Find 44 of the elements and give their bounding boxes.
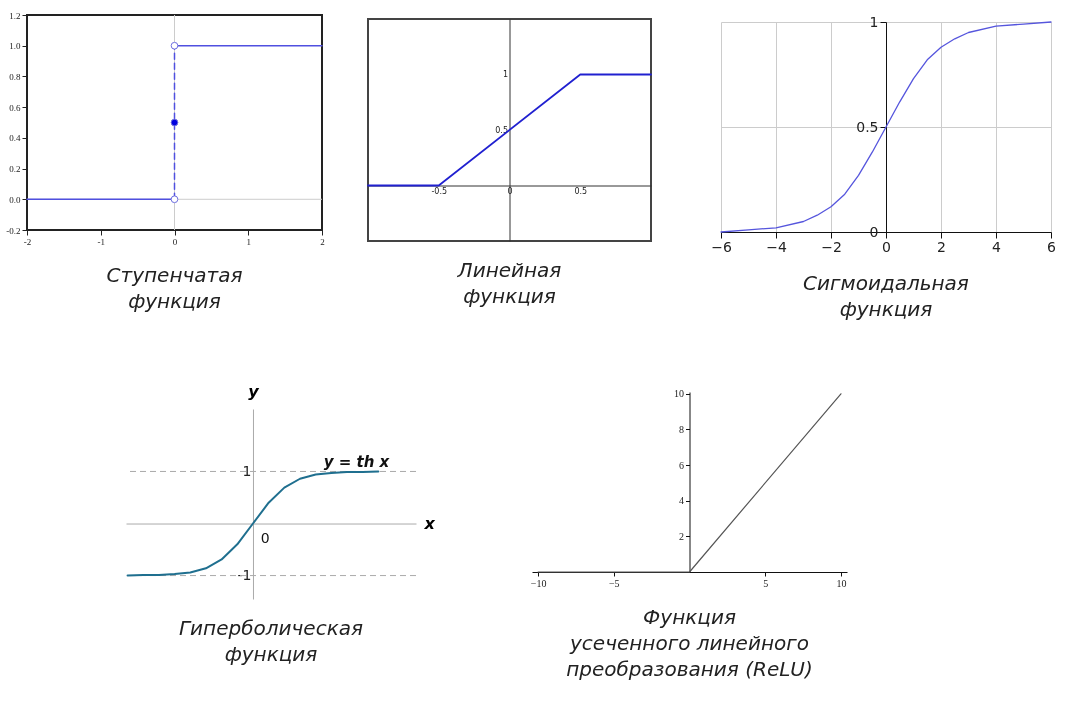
text: Гиперболическая функция <box>178 616 364 666</box>
x-tick-label: -2 <box>23 236 32 247</box>
text: Функция усеченного линейного преобразования (ReLU) <box>566 605 813 681</box>
x-tick-label: 6 <box>1047 238 1057 255</box>
x-tick-label: -1 <box>97 236 105 247</box>
y-tick-label: -0.2 <box>6 225 21 236</box>
text: Ступенчатая функция <box>106 263 243 313</box>
text: Сигмоидальная функция <box>803 271 969 321</box>
y-tick-label: 0.5 <box>856 118 879 135</box>
y-tick-label: 0.6 <box>9 102 21 113</box>
x-tick-label: 0 <box>882 238 891 255</box>
x-tick-label: 0.5 <box>574 187 588 196</box>
y-axis-title: y <box>248 381 260 401</box>
x-tick-label: 2 <box>320 236 325 247</box>
y-tick-label: 1.0 <box>9 41 21 52</box>
annotation: y = th x <box>323 453 391 472</box>
x-tick-label: 2 <box>937 238 946 255</box>
x-tick-label: 10 <box>836 577 847 589</box>
x-tick-label: −5 <box>608 577 620 589</box>
x-tick-label: −10 <box>530 577 547 589</box>
x-tick-label: −6 <box>711 238 732 255</box>
y-tick-label: 0.0 <box>9 194 21 205</box>
y-tick-label: 1.2 <box>9 10 21 21</box>
x-tick-label: −4 <box>766 238 787 255</box>
x-tick-label: -0.5 <box>431 187 448 196</box>
y-tick-label: 10 <box>674 388 684 400</box>
y-tick-label: 1 <box>869 13 879 30</box>
y-tick-label: 8 <box>679 423 684 435</box>
y-tick-label: 2 <box>679 530 684 542</box>
y-tick-label: 4 <box>679 495 684 507</box>
text: Линейная функция <box>456 258 562 308</box>
x-tick-label: 5 <box>763 577 769 589</box>
x-tick-label: 4 <box>992 238 1002 255</box>
x-axis-title: x <box>423 514 436 534</box>
annotation: 0 <box>260 529 270 546</box>
y-tick-label: 0.8 <box>9 71 21 82</box>
point <box>170 195 179 204</box>
y-tick-label: 0.4 <box>9 133 21 144</box>
x-tick-label: 0 <box>172 236 178 247</box>
y-tick-label: 6 <box>679 459 684 471</box>
x-tick-label: −2 <box>821 238 842 255</box>
point <box>170 118 179 127</box>
point <box>170 41 179 50</box>
y-tick-label: 0.2 <box>9 164 21 175</box>
